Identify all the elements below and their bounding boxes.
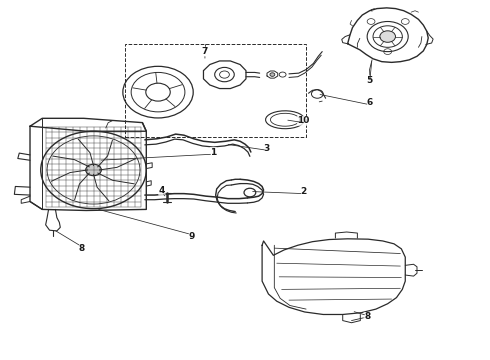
Text: 3: 3 xyxy=(264,144,270,153)
Text: 4: 4 xyxy=(159,186,165,195)
Text: 9: 9 xyxy=(188,232,195,241)
Text: 8: 8 xyxy=(78,244,84,253)
Text: 10: 10 xyxy=(297,116,310,125)
Circle shape xyxy=(86,164,101,176)
Text: 8: 8 xyxy=(364,312,370,321)
Text: 1: 1 xyxy=(210,148,217,157)
Text: 5: 5 xyxy=(367,76,373,85)
Text: 6: 6 xyxy=(367,98,373,107)
Circle shape xyxy=(380,31,395,42)
Text: 7: 7 xyxy=(202,47,208,56)
Text: 2: 2 xyxy=(300,187,307,196)
Bar xyxy=(125,44,306,137)
Circle shape xyxy=(270,73,275,76)
